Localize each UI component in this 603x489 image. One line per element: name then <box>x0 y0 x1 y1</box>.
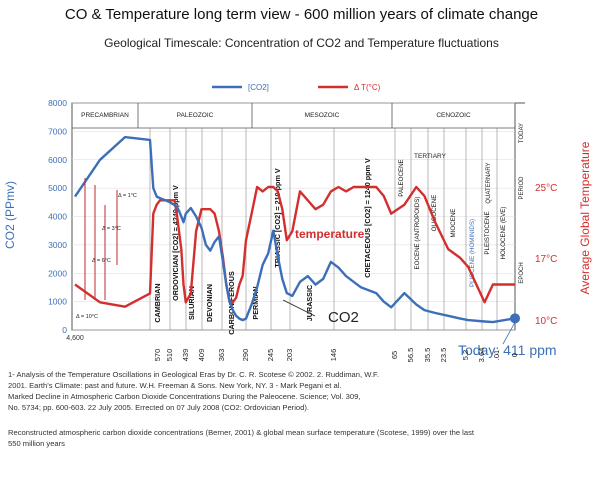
x-tick-label: 510 <box>165 349 174 362</box>
x-tick-label: 570 <box>153 349 162 362</box>
y-tick-label: 1000 <box>48 297 67 307</box>
y-tick-label: 0 <box>62 325 67 335</box>
y-tick-label: 6000 <box>48 155 67 165</box>
x-tick-label: 0 <box>510 353 519 357</box>
x-tick-label: 439 <box>181 349 190 362</box>
delta-label: Δ = 1°C <box>118 193 137 199</box>
quaternary-label: QUATERNARY <box>486 162 492 203</box>
caption-line-6: 550 million years <box>8 439 65 448</box>
caption-line-1: 1- Analysis of the Temperature Oscillati… <box>8 370 379 379</box>
y-axis-title-right: Average Global Temperature <box>578 141 592 294</box>
caption-line-5: Reconstructed atmospheric carbon dioxide… <box>8 428 475 437</box>
caption-line-2: 2001. Earth's Climate: past and future. … <box>8 381 342 390</box>
period-label: CAMBRIAN <box>153 283 162 322</box>
x-tick-label: 203 <box>285 349 294 362</box>
legend-label-co2: [CO2] <box>248 83 269 92</box>
y-tick-label: 3000 <box>48 240 67 250</box>
epoch-label: PLEISTOCENE <box>484 211 491 254</box>
right-tick-label: 25°C <box>535 183 557 194</box>
x-tick-label: .01 <box>492 350 501 360</box>
period-label: DEVONIAN <box>205 284 214 322</box>
temperature-series-line <box>74 185 515 308</box>
x-tick-label: 245 <box>266 349 275 362</box>
x-tick-label: 35.5 <box>423 348 432 363</box>
today-annotation: Today: 411 ppm <box>458 342 557 358</box>
epoch-header: EPOCH <box>519 262 525 283</box>
x-tick-label: 65 <box>390 351 399 359</box>
co2-series-line <box>74 135 516 324</box>
y-tick-label: 5000 <box>48 183 67 193</box>
legend-label-temp: Δ T(°C) <box>354 83 381 92</box>
y-tick-label: 7000 <box>48 126 67 136</box>
today-header: TODAY <box>519 123 525 143</box>
x-tick-label: 56.5 <box>406 348 415 363</box>
co2-annotation: CO2 <box>328 309 359 326</box>
epoch-label: PLIOCENE (HOMINIDS) <box>469 219 476 287</box>
era-label: MESOZOIC <box>305 112 340 119</box>
epoch-label: HOLOCENE (EVE) <box>500 207 507 260</box>
era-label: PRECAMBRIAN <box>81 112 129 119</box>
delta-label: Δ = 6°C <box>92 258 111 264</box>
delta-label: Δ = 3°C <box>102 226 121 232</box>
period-header: PERIOD <box>519 176 525 200</box>
y-tick-label: 4000 <box>48 212 67 222</box>
epoch-label: MIOCENE <box>450 209 457 238</box>
delta-label: Δ = 10°C <box>76 314 98 320</box>
tertiary-label: TERTIARY <box>414 153 447 160</box>
caption-line-4: No. 5734; pp. 600-603. 22 July 2005. Err… <box>8 403 309 412</box>
x-tick-label: 23.5 <box>439 348 448 363</box>
temperature-annotation: temperature <box>295 227 365 241</box>
period-label: SILURIAN <box>187 286 196 320</box>
today-marker <box>510 313 520 324</box>
x-tick-label: 363 <box>217 349 226 362</box>
today-pointer <box>502 322 516 345</box>
right-tick-label: 10°C <box>535 316 557 327</box>
y-axis-title-left: CO2 (PPmv) <box>3 181 17 249</box>
period-label: JURASSIC <box>305 285 314 321</box>
chart-title: CO & Temperature long term view - 600 mi… <box>64 6 539 23</box>
co2-pointer <box>282 299 316 317</box>
x-tick-label: 3.64 <box>477 348 486 363</box>
epoch-label: PALEOCENE <box>398 159 405 196</box>
x-tick-label: 5.2 <box>461 350 470 360</box>
epoch-label: EOCENE (ANTROPOIDS) <box>414 197 421 270</box>
period-label: PERMIAN <box>251 286 260 319</box>
x-tick-label: 290 <box>241 349 250 362</box>
x-left-label: 4,600 <box>66 335 84 342</box>
era-label: PALEOZOIC <box>177 112 214 119</box>
x-tick-label: 146 <box>329 349 338 362</box>
right-tick-label: 17°C <box>535 254 557 265</box>
period-label: TRIASSIC [CO2] = 210 ppm V <box>273 168 282 267</box>
period-label: ORDOVICIAN [CO2] = 4240 ppm V <box>171 185 180 301</box>
chart-subtitle: Geological Timescale: Concentration of C… <box>104 36 499 50</box>
period-label: CRETACEOUS [CO2] = 1240 ppm V <box>363 158 372 278</box>
era-label: CENOZOIC <box>436 112 471 119</box>
caption-line-3: Marked Decline in Atmospheric Carbon Dio… <box>8 392 361 401</box>
x-tick-label: 409 <box>197 349 206 362</box>
epoch-label: OLIGOCENE <box>431 195 438 232</box>
y-tick-label: 8000 <box>48 98 67 108</box>
y-tick-label: 2000 <box>48 268 67 278</box>
